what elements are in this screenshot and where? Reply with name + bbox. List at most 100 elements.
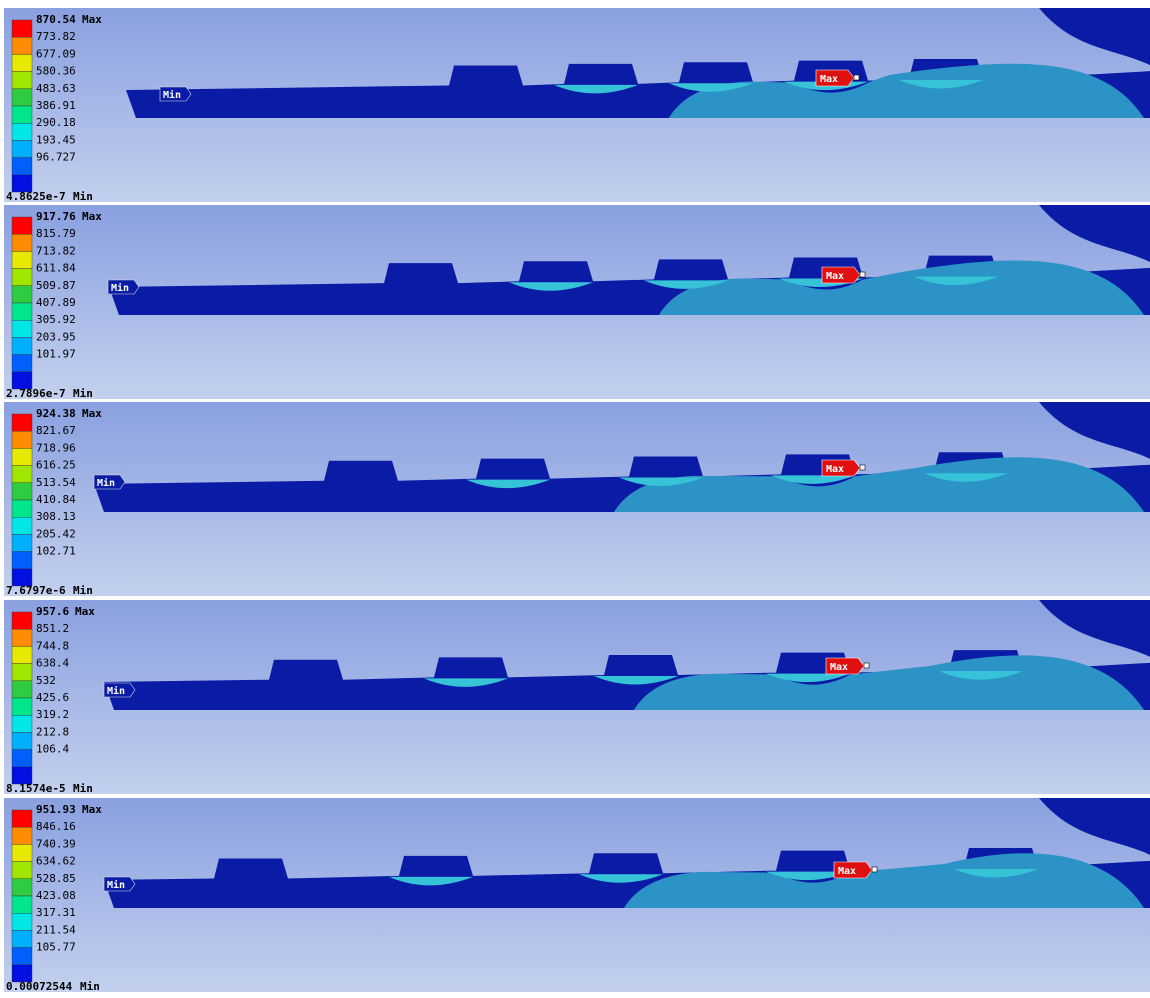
legend-level: 205.42 — [36, 527, 76, 540]
legend-swatch — [11, 499, 33, 518]
legend-level: 319.2 — [36, 708, 69, 721]
legend-swatch — [11, 697, 33, 716]
legend-swatch — [11, 88, 33, 107]
legend-level: 532 — [36, 674, 56, 687]
legend-max: 951.93 — [36, 803, 76, 816]
legend-level: 580.36 — [36, 65, 76, 78]
legend-level: 386.91 — [36, 99, 76, 112]
corner-block — [1039, 205, 1150, 262]
legend-level: 616.25 — [36, 459, 76, 472]
contour-panel: Min Max 957.6 Max 851.2 744.8 638.4 532 425.6 319… — [4, 600, 1150, 794]
legend-swatch — [11, 354, 33, 373]
stress-crescent — [771, 475, 855, 484]
legend-swatch — [11, 105, 33, 124]
panel-view: Min Max 951.93 Max 846.16 740.39 634.62 528.85 4… — [4, 798, 1150, 992]
legend-level: 740.39 — [36, 837, 76, 850]
legend-swatch — [11, 964, 33, 983]
legend-min: 2.7896e-7 — [6, 387, 66, 399]
legend-swatch — [11, 663, 33, 681]
legend-swatch — [11, 19, 33, 38]
legend-swatch — [11, 371, 33, 390]
legend-swatch — [11, 319, 33, 338]
legend-max-tag: Max — [82, 210, 102, 223]
legend-level: 611.84 — [36, 262, 76, 275]
stress-crescent — [424, 678, 508, 687]
stress-crescent — [914, 276, 998, 286]
legend-swatch — [11, 413, 33, 432]
legend-min: 7.6797e-6 — [6, 584, 66, 596]
legend-max-tag: Max — [82, 407, 102, 420]
min-marker: Min — [107, 685, 125, 697]
legend-swatch — [11, 285, 33, 304]
stress-region — [624, 853, 1144, 908]
legend-swatch — [11, 37, 33, 55]
legend-swatch — [11, 680, 33, 699]
stress-crescent — [924, 473, 1008, 482]
legend-swatch — [11, 912, 33, 931]
legend-swatch — [11, 337, 33, 355]
legend-swatch — [11, 732, 33, 750]
stress-region — [669, 63, 1144, 118]
panel-view: Min Max 917.76 Max 815.79 713.82 611.84 509.87 4… — [4, 205, 1150, 399]
max-marker: Max — [838, 866, 856, 877]
legend-level: 425.6 — [36, 691, 69, 704]
legend-swatch — [11, 551, 33, 570]
panel-view: Min Max 924.38 Max 821.67 718.96 616.25 513.54 4… — [4, 402, 1150, 596]
legend-level: 290.18 — [36, 116, 76, 129]
stress-crescent — [954, 868, 1038, 878]
legend-max: 957.6 — [36, 605, 69, 618]
stress-crescent — [509, 282, 593, 291]
legend-min-tag: Min — [73, 584, 93, 596]
legend-level: 193.45 — [36, 133, 76, 146]
legend-max: 924.38 — [36, 407, 76, 420]
legend-swatch — [11, 611, 33, 630]
max-marker-box — [825, 657, 865, 675]
legend-level: 102.71 — [36, 545, 76, 558]
legend-level: 305.92 — [36, 313, 76, 326]
legend-swatch — [11, 809, 33, 828]
stress-region — [659, 260, 1144, 315]
legend-level: 821.67 — [36, 424, 76, 437]
legend-swatch — [11, 216, 33, 235]
legend-level: 513.54 — [36, 476, 76, 489]
max-point — [871, 866, 878, 873]
legend-level: 203.95 — [36, 330, 76, 343]
legend-swatch — [11, 234, 33, 252]
stress-crescent — [594, 676, 678, 685]
legend-level: 106.4 — [36, 743, 69, 756]
legend-swatch — [11, 629, 33, 647]
stress-crescent — [766, 673, 850, 683]
legend-swatch — [11, 534, 33, 552]
legend-swatch — [11, 646, 33, 664]
legend-swatch — [11, 174, 33, 193]
legend-level: 851.2 — [36, 622, 69, 635]
legend-min-tag: Min — [73, 387, 93, 399]
legend-swatch — [11, 482, 33, 501]
legend-swatch — [11, 71, 33, 89]
panel-view: Min Max 870.54 Max 773.82 677.09 580.36 483.63 3… — [4, 8, 1150, 202]
min-marker-box — [159, 86, 192, 102]
legend-swatch — [11, 844, 33, 862]
min-marker: Min — [111, 282, 129, 294]
min-marker-box — [103, 876, 136, 892]
legend-level: 410.84 — [36, 493, 76, 506]
legend-swatch — [11, 930, 33, 948]
legend-swatch — [11, 251, 33, 269]
stress-crescent — [554, 84, 638, 94]
stress-crescent — [669, 83, 753, 92]
legend-max-tag: Max — [75, 605, 95, 618]
max-marker-box — [833, 861, 873, 879]
legend-level: 423.08 — [36, 889, 76, 902]
legend-swatch — [11, 465, 33, 483]
contour-panel: Min Max 870.54 Max 773.82 677.09 580.36 483.63 3… — [4, 8, 1150, 202]
stress-crescent — [899, 80, 983, 89]
stress-crescent — [644, 280, 728, 289]
stress-region — [614, 457, 1144, 512]
corner-block — [1039, 600, 1150, 657]
min-marker: Min — [163, 89, 181, 101]
legend-swatch — [11, 827, 33, 845]
max-marker: Max — [830, 662, 848, 673]
legend-level: 308.13 — [36, 510, 76, 523]
legend-level: 713.82 — [36, 244, 76, 257]
